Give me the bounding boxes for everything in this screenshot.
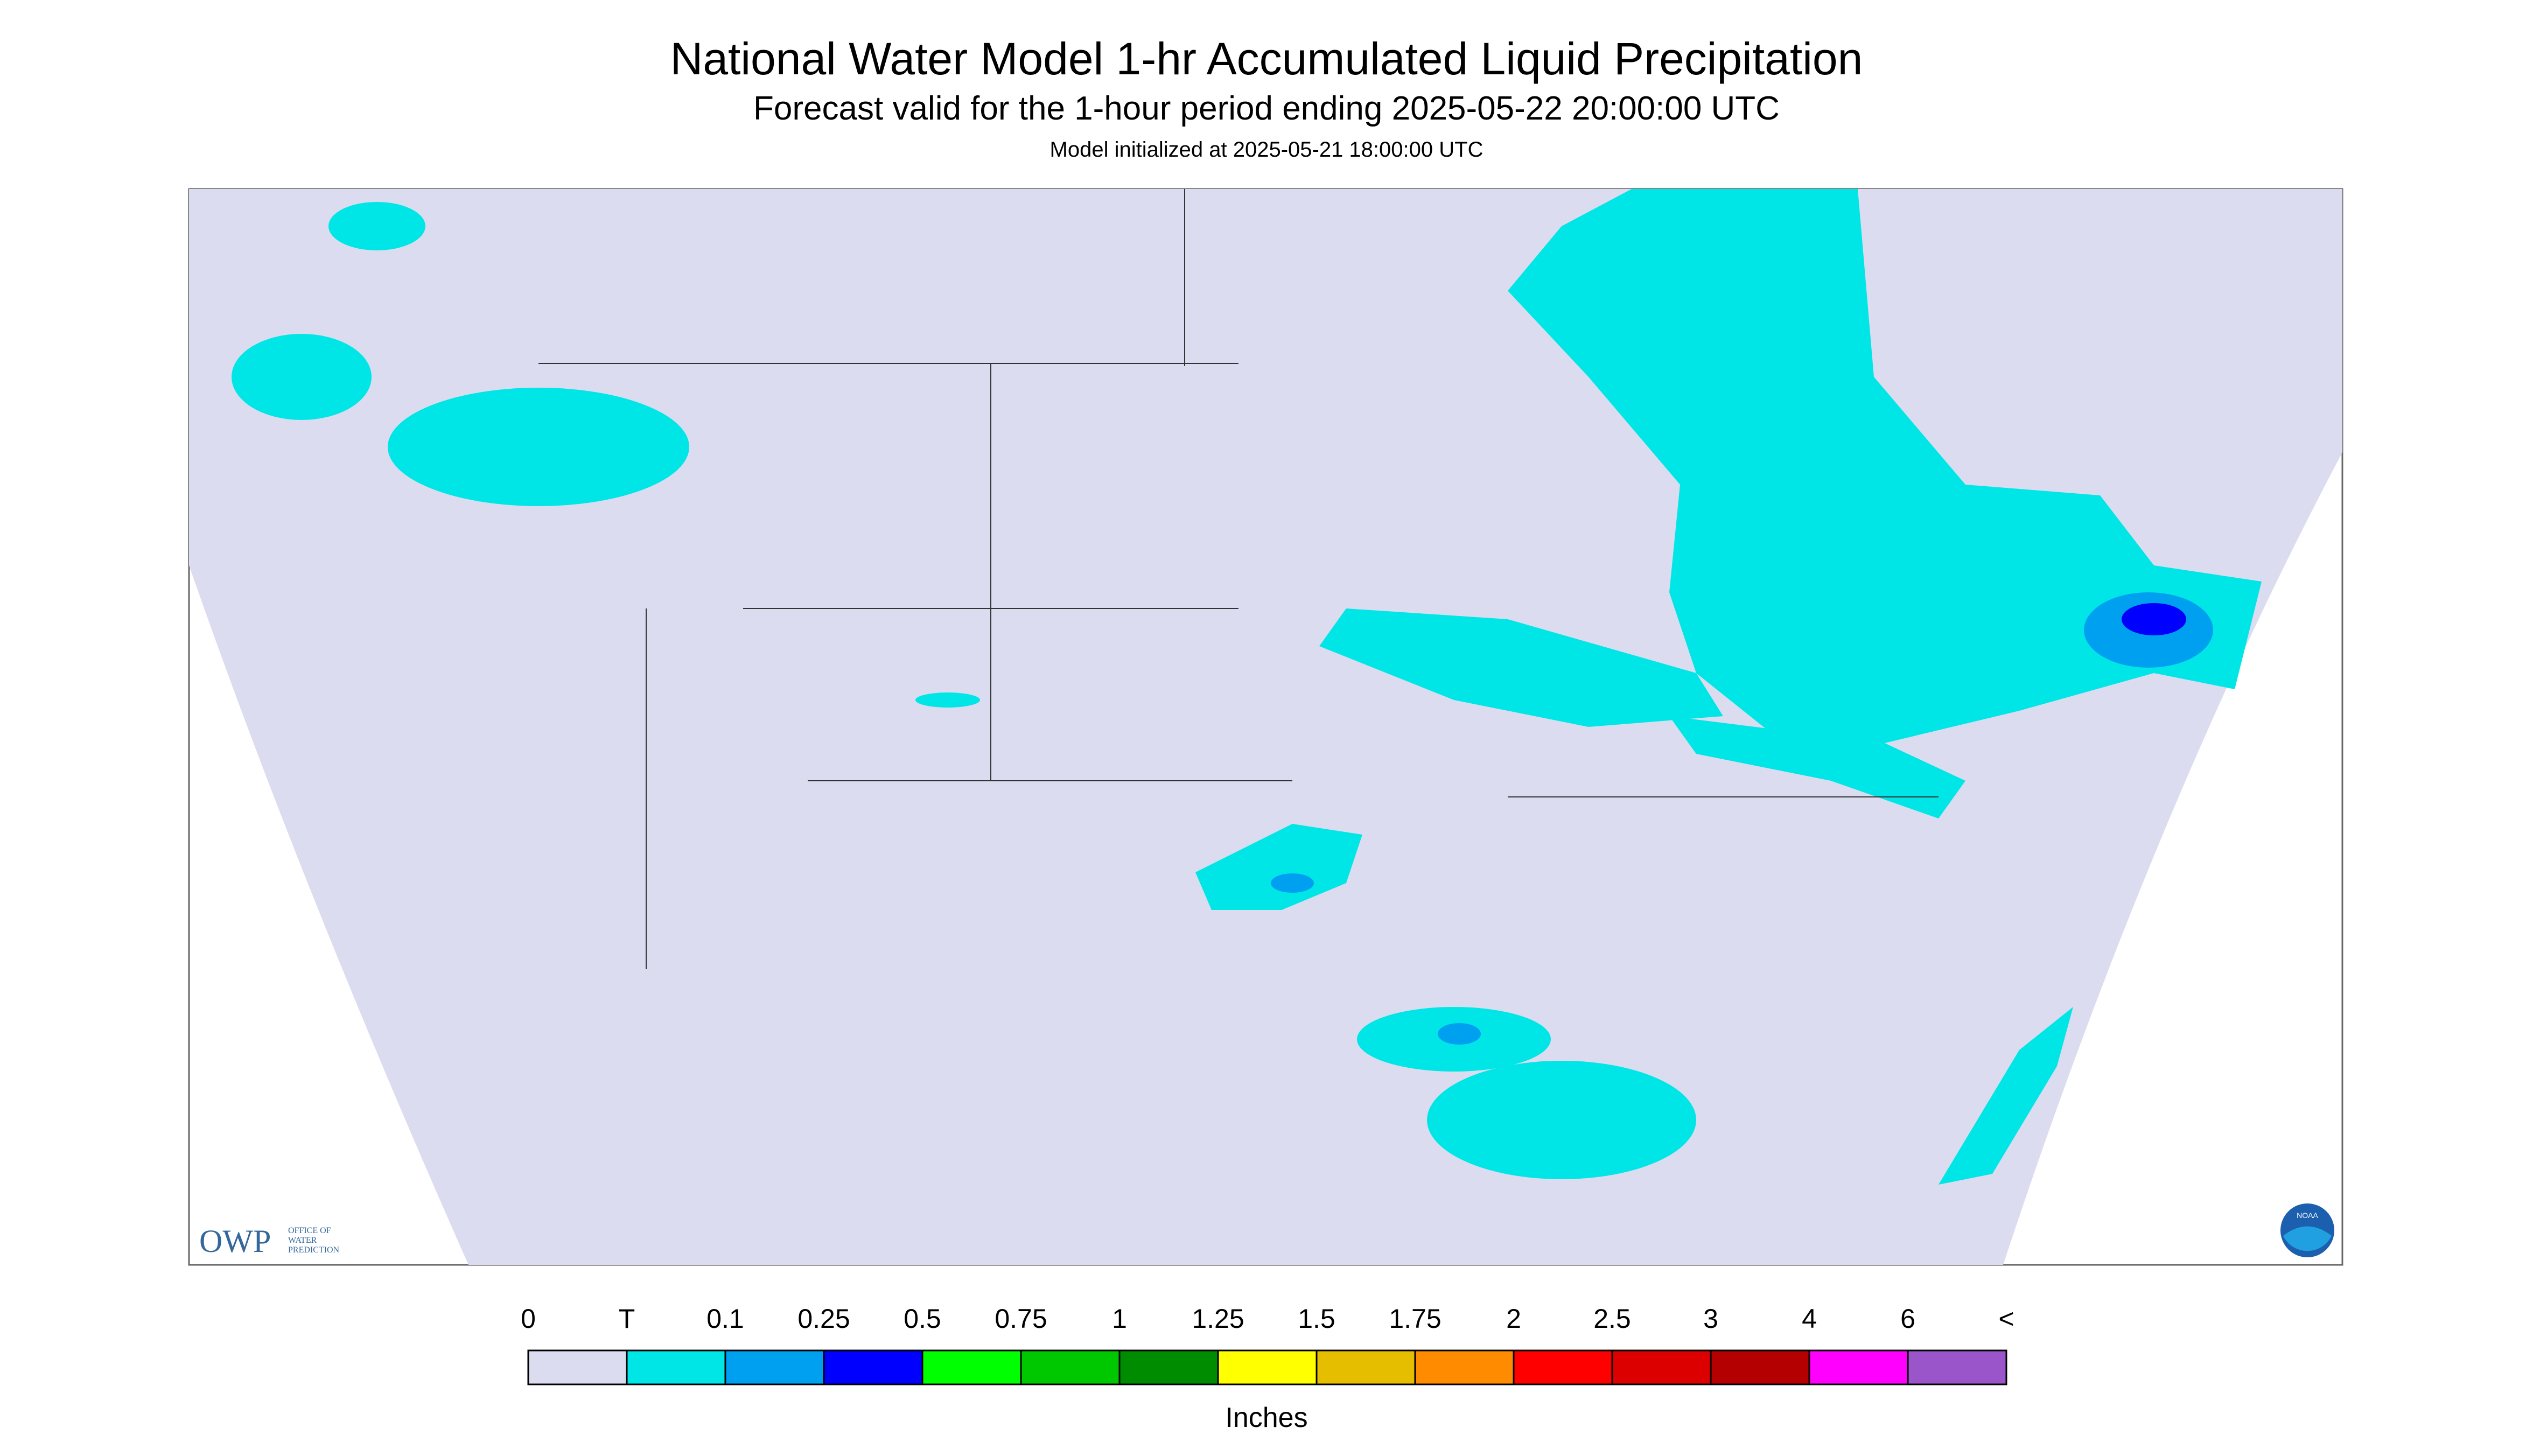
legend-label: 2.5 — [1593, 1304, 1631, 1334]
owp-text: PREDICTION — [288, 1245, 340, 1255]
map: OWP OFFICE OF WATER PREDICTION NOAA — [188, 188, 2343, 1266]
precip-midwest — [1319, 608, 1723, 727]
precip-northwest — [232, 334, 372, 420]
legend-label: 0 — [521, 1304, 536, 1334]
legend-unit: Inches — [1225, 1402, 1307, 1433]
init-time: Model initialized at 2025-05-21 18:00:00… — [1050, 138, 1484, 162]
noaa-logo-text: NOAA — [2297, 1211, 2318, 1220]
legend-swatch — [1710, 1349, 1810, 1385]
legend-swatch — [1513, 1349, 1613, 1385]
legend-label: < — [1998, 1304, 2014, 1334]
legend-label: 3 — [1703, 1304, 1718, 1334]
legend-label: 0.25 — [797, 1304, 850, 1334]
legend-swatch — [527, 1349, 628, 1385]
legend-label: 0.1 — [706, 1304, 744, 1334]
precip-northwest — [388, 388, 689, 506]
precip-northwest — [328, 202, 425, 250]
precip-heavy — [1438, 1023, 1481, 1045]
precip-areas — [232, 189, 2262, 1185]
precip-atlantic — [1939, 1007, 2073, 1185]
legend-swatch — [1020, 1349, 1121, 1385]
owp-text: OFFICE OF — [288, 1226, 331, 1235]
legend-label: T — [619, 1304, 635, 1334]
legend-label: 1.25 — [1192, 1304, 1244, 1334]
legend-swatch — [1414, 1349, 1515, 1385]
legend-swatch — [1808, 1349, 1909, 1385]
legend-label: 4 — [1802, 1304, 1817, 1334]
legend-label: 1 — [1112, 1304, 1127, 1334]
precip-midatlantic — [1669, 716, 1965, 818]
legend-swatch — [1118, 1349, 1219, 1385]
legend-swatch — [1316, 1349, 1416, 1385]
legend-label: 2 — [1506, 1304, 1521, 1334]
legend-swatch — [724, 1349, 825, 1385]
legend-swatch — [921, 1349, 1022, 1385]
legend-swatch — [626, 1349, 726, 1385]
owp-logo: OWP — [199, 1223, 271, 1259]
subtitle: Forecast valid for the 1-hour period end… — [753, 90, 1780, 127]
precip-colorado — [915, 692, 980, 708]
legend-swatch — [823, 1349, 923, 1385]
legend: 0 T 0.1 0.25 0.5 0.75 1 1.25 1.5 1.75 2 2.5 3 4 6 < — [521, 1304, 2014, 1385]
legend-label: 0.75 — [995, 1304, 1047, 1334]
precip-heaviest — [2122, 603, 2186, 635]
noaa-logo-wave — [2283, 1226, 2332, 1251]
precip-gulf — [1427, 1061, 1696, 1179]
owp-text: WATER — [288, 1236, 317, 1245]
legend-swatch — [1907, 1349, 2007, 1385]
legend-label: 0.5 — [904, 1304, 941, 1334]
legend-swatch — [1611, 1349, 1712, 1385]
precip-oklahoma — [1195, 824, 1362, 910]
precip-northeast — [1508, 189, 2262, 743]
legend-swatch — [1217, 1349, 1318, 1385]
state-borders — [538, 189, 1939, 969]
precip-heavy — [1271, 873, 1314, 893]
legend-label: 6 — [1900, 1304, 1915, 1334]
legend-label: 1.75 — [1389, 1304, 1441, 1334]
title: National Water Model 1-hr Accumulated Li… — [670, 33, 1863, 84]
legend-label: 1.5 — [1298, 1304, 1335, 1334]
